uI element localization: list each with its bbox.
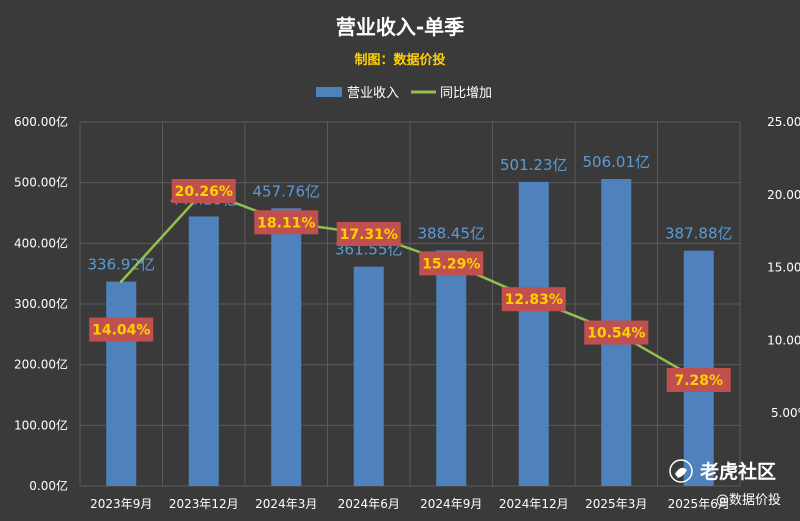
pct-label-text: 17.31% [340,227,398,243]
left-axis: 0.00亿 100.00亿 200.00亿 300.00亿 400.00亿 500.00亿… [14,114,68,493]
bar [353,266,384,486]
bar [188,216,219,487]
pct-label-text: 10.54% [587,326,645,342]
pct-label-box: 15.29% [419,251,484,276]
x-tick-label: 2023年9月 [90,497,152,511]
chart-subtitle: 制图：数据价投 [354,52,445,68]
left-tick-label: 300.00亿 [14,296,68,311]
bar [436,250,467,486]
pct-label-box: 14.04% [89,317,154,342]
pct-label-text: 18.11% [257,215,315,231]
bar [271,208,302,486]
gridlines [79,121,741,487]
left-tick-label: 0.00亿 [29,478,68,493]
pct-label-bg [89,317,154,342]
line-point [119,280,123,284]
bar [106,281,137,486]
legend-label-line: 同比增加 [440,86,492,101]
left-tick-label: 600.00亿 [14,114,68,129]
pct-label-bg [171,179,236,204]
bar [518,181,549,486]
x-tick-label: 2024年9月 [420,497,482,511]
pct-labels: 14.04% 20.26% 18.11% 17.31% 15.29% 12.83% 10.5… [89,179,731,393]
x-tick-label: 2024年12月 [499,497,569,511]
chart-title: 营业收入-单季 [336,15,464,39]
pct-label-box: 12.83% [501,287,566,312]
bar-value-label: 387.88亿 [665,225,733,243]
x-tick-label: 2025年3月 [585,497,647,511]
right-tick-label: 5.00% [771,406,800,420]
pct-label-text: 15.29% [422,256,480,272]
x-axis: 2023年9月 2023年12月 2024年3月 2024年6月 2024年9月 2024… [90,497,730,511]
right-tick-label: 20.00% [767,188,800,202]
bar-value-label: 457.76亿 [253,182,321,200]
bar-value-label: 501.23亿 [500,156,568,174]
pct-label-bg [254,210,319,235]
pct-label-bg [419,251,484,276]
pct-label-box: 18.11% [254,210,319,235]
right-tick-label: 15.00% [767,261,800,275]
bar-value-label: 336.92亿 [88,256,156,274]
watermark: 老虎社区 @数据价投 [669,459,781,508]
pct-label-box: 20.26% [171,179,236,204]
bar-value-label: 506.01亿 [583,153,651,171]
right-tick-label: 25.00% [767,115,800,129]
watermark-site: 老虎社区 [700,460,776,483]
pct-label-text: 7.28% [674,373,723,389]
x-tick-label: 2023年12月 [169,497,239,511]
pct-label-bg [666,368,731,393]
pct-label-text: 20.26% [175,184,233,200]
x-tick-label: 2024年3月 [255,497,317,511]
left-tick-label: 400.00亿 [14,235,68,250]
legend: 营业收入 同比增加 [316,86,492,101]
tiger-logo-mark [675,467,687,478]
left-tick-label: 500.00亿 [14,175,68,190]
right-axis: 5.00% 10.00% 15.00% 20.00% 25.00% [767,115,800,420]
pct-label-box: 7.28% [666,368,731,393]
x-tick-label: 2024年6月 [338,497,400,511]
pct-label-text: 14.04% [92,323,150,339]
left-tick-label: 100.00亿 [14,417,68,432]
bar-series [106,179,714,487]
pct-label-box: 10.54% [584,320,649,345]
left-tick-label: 200.00亿 [14,357,68,372]
bar-value-label: 388.45亿 [418,224,486,242]
pct-label-box: 17.31% [336,221,401,246]
pct-label-bg [501,287,566,312]
pct-label-bg [584,320,649,345]
pct-label-bg [336,221,401,246]
legend-label-bar: 营业收入 [347,86,399,101]
tiger-logo-icon [669,459,693,483]
legend-swatch-bar [316,87,342,97]
pct-label-text: 12.83% [505,292,563,308]
watermark-author: @数据价投 [716,492,781,508]
right-tick-label: 10.00% [767,333,800,347]
x-tick-label: 2025年6月 [668,497,730,511]
